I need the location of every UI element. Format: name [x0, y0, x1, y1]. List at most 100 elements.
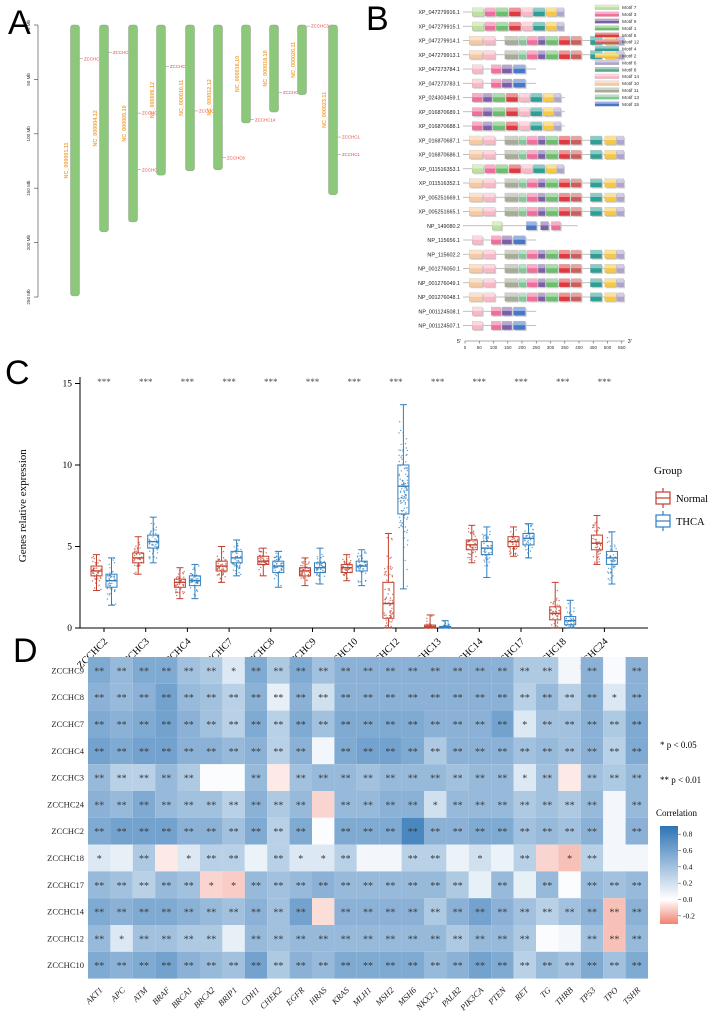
motif-legend-label: Motif 14: [622, 74, 639, 80]
protein-id-label: XP_016870686.1: [418, 153, 460, 159]
protein-row: XP_047279915.1: [418, 21, 565, 32]
heatmap-cell-stars: **: [251, 747, 261, 758]
heatmap-cell-stars: **: [385, 747, 395, 758]
heatmap-cell: [401, 951, 424, 979]
heatmap-cell: [625, 657, 648, 684]
protein-id-label: XP_047279913.1: [418, 53, 460, 59]
heatmap-cell: [379, 817, 402, 845]
heatmap-cell: [177, 925, 200, 952]
heatmap-cell: [244, 710, 268, 738]
heatmap-cell: [132, 951, 156, 979]
aa-axis-tick-label: 300: [547, 345, 555, 350]
heatmap-cell-stars: **: [139, 934, 149, 945]
heatmap-cell-stars: **: [184, 720, 194, 731]
chromosome-name: NC_000004.12: [93, 110, 99, 146]
y-axis-tick-label: 0: [67, 624, 72, 634]
protein-row: XP_011516353.1: [419, 164, 565, 175]
heatmap-cell: [334, 817, 357, 845]
heatmap-cell: [513, 951, 536, 979]
heatmap-cell-stars: **: [296, 908, 306, 919]
heatmap-cell-stars: **: [453, 693, 463, 704]
motif-block: [538, 50, 546, 60]
heatmap-cell-stars: **: [497, 774, 507, 785]
heatmap-cell: [222, 951, 245, 979]
heatmap-cell-stars: **: [430, 961, 440, 972]
heatmap-cell-stars: **: [632, 774, 642, 785]
motif-block: [513, 64, 526, 74]
motif-block: [501, 64, 512, 74]
motif-block: [590, 292, 602, 302]
heatmap-cell-stars: **: [475, 961, 485, 972]
motif-block: [519, 249, 527, 259]
heatmap-cell-stars: **: [430, 908, 440, 919]
heatmap-cell: [603, 844, 626, 872]
motif-legend-swatch: [594, 32, 620, 38]
motif-block: [570, 135, 582, 145]
chromosome-name: NC_000018.10: [263, 50, 269, 86]
heatmap-cell: [267, 737, 290, 765]
heatmap-cell: [468, 764, 492, 791]
heatmap-cell: [558, 925, 581, 952]
heatmap-row-label: ZCCHC9: [51, 665, 84, 675]
heatmap-cell: [110, 791, 133, 818]
motif-block: [519, 93, 530, 102]
heatmap-cell: [446, 683, 469, 711]
heatmap-row-label: ZCCHC17: [47, 880, 84, 890]
heatmap-cell-stars: **: [184, 881, 194, 892]
heatmap-cell: [379, 844, 402, 872]
heatmap-cell-stars: **: [341, 881, 351, 892]
heatmap-cell: [379, 791, 402, 818]
aa-axis-tick-label: 350: [561, 345, 569, 350]
heatmap-cell-stars: **: [542, 774, 552, 785]
box-whisker: [424, 614, 437, 629]
heatmap-cell-stars: **: [251, 666, 261, 677]
protein-row: XP_024303459.1: [418, 93, 565, 104]
protein-id-label: XP_016870688.1: [418, 124, 460, 130]
heatmap-cell: [267, 925, 290, 952]
motif-block: [504, 192, 519, 202]
heatmap-cell-stars: **: [318, 961, 328, 972]
heatmap-cell-stars: **: [497, 934, 507, 945]
heatmap-cell: [132, 844, 156, 872]
heatmap-cell: [334, 898, 357, 925]
heatmap-cell: [603, 871, 626, 899]
heatmap-cell: [424, 817, 447, 845]
heatmap-cell-stars: **: [430, 747, 440, 758]
aa-axis-tick-label: 550: [618, 345, 626, 350]
heatmap-cell: [513, 764, 536, 791]
heatmap-cell-stars: **: [296, 934, 306, 945]
motif-block: [570, 178, 582, 188]
motif-block: [472, 107, 483, 117]
heatmap-cell-stars: **: [475, 666, 485, 677]
heatmap-cell-stars: **: [587, 666, 597, 677]
protein-row: NP_115602.2: [427, 249, 626, 260]
heatmap-cell: [88, 898, 111, 925]
heatmap-cell: [401, 817, 424, 845]
box-whisker: [132, 536, 145, 575]
heatmap-cell: [401, 764, 424, 791]
group-legend: Group Normal THCA: [654, 465, 708, 531]
heatmap-cell-stars: **: [385, 720, 395, 731]
heatmap-cell-stars: **: [363, 908, 373, 919]
heatmap-cell: [356, 898, 380, 925]
box-whisker: [549, 581, 562, 629]
motif-block: [491, 221, 502, 231]
heatmap-cell-stars: **: [632, 908, 642, 919]
heatmap-cell-stars: **: [273, 934, 283, 945]
motif-block: [570, 150, 582, 159]
heatmap-cell: [222, 683, 245, 711]
heatmap-cell-stars: **: [139, 881, 149, 892]
heatmap-cell: [558, 817, 581, 845]
svg-text:3': 3': [628, 339, 632, 345]
gene-label: ZCCHC8: [227, 155, 245, 160]
motif-block: [513, 306, 526, 316]
heatmap-cell: [401, 871, 424, 899]
heatmap-cell: [88, 951, 111, 979]
heatmap-cell-stars: **: [497, 693, 507, 704]
motif-block: [483, 121, 492, 131]
colorbar-tick-label: 0.2: [683, 879, 693, 888]
heatmap-cell-stars: **: [296, 693, 306, 704]
heatmap-cell-stars: **: [341, 827, 351, 838]
heatmap-cell-stars: **: [475, 747, 485, 758]
